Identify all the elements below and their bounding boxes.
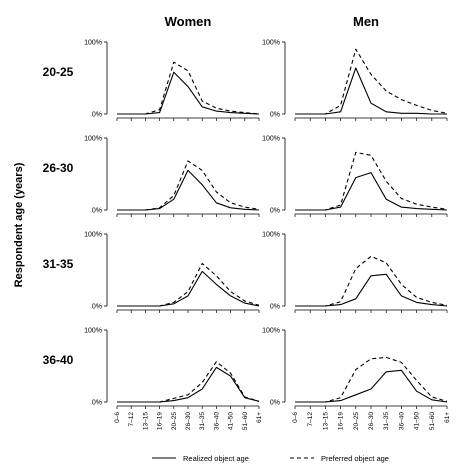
panel-men-31-35: 100% 0% <box>262 232 448 313</box>
panel-men-20-25: 100% 0% <box>262 40 448 121</box>
row-label-36-40: 36-40 <box>43 353 74 367</box>
y-tick-label: 100% <box>262 232 280 239</box>
panel-men-36-40: 100% 0% 0–6 7–12 13–15 16–19 20–25 26–30 31–35 36… <box>262 328 451 431</box>
preferred-age-line <box>117 61 260 115</box>
panel-women-20-25: 100% 0% 20-25 <box>43 40 260 121</box>
y-tick-label: 100% <box>262 136 280 143</box>
realized-age-line <box>117 71 260 115</box>
x-tick-label: 16–19 <box>157 412 164 430</box>
panels: 100% 0% 20-25 100% 0% 100% 0% 26-30 100% 0% 100% 0%… <box>43 40 451 431</box>
preferred-age-line <box>295 151 448 211</box>
column-title-men: Men <box>353 14 379 29</box>
y-tick-label: 100% <box>262 40 280 47</box>
y-tick-label: 0% <box>270 112 280 119</box>
x-tick-label: 41–50 <box>228 412 235 430</box>
realized-age-line <box>117 270 260 307</box>
x-tick-label: 31–35 <box>383 412 390 430</box>
panel-women-36-40: 100% 0% 0–6 7–12 13–15 16–19 20–25 26–30 31–35 36… <box>43 328 263 431</box>
y-tick-label: 100% <box>84 328 102 335</box>
x-tick-label: 51–60 <box>242 412 249 430</box>
x-tick-label: 31–35 <box>199 412 206 430</box>
y-tick-label: 0% <box>92 304 102 311</box>
x-tick-label: 20–25 <box>353 412 360 430</box>
row-label-31-35: 31-35 <box>43 257 74 271</box>
row-label-20-25: 20-25 <box>43 65 74 79</box>
preferred-age-line <box>117 361 260 403</box>
x-tick-label: 61+ <box>444 412 451 423</box>
realized-age-line <box>117 169 260 211</box>
legend-label-realized: Realized object age <box>183 454 249 463</box>
y-axis-title: Respondent age (years) <box>13 162 25 287</box>
y-tick-label: 100% <box>84 136 102 143</box>
realized-age-line <box>295 273 448 307</box>
y-tick-label: 0% <box>92 112 102 119</box>
x-tick-label: 0–6 <box>114 412 121 423</box>
x-tick-label: 13–15 <box>322 412 329 430</box>
y-tick-label: 100% <box>84 40 102 47</box>
y-tick-label: 0% <box>92 400 102 407</box>
legend: Realized object age Preferred object age <box>152 454 389 463</box>
x-tick-label: 36–40 <box>213 412 220 430</box>
panel-men-26-30: 100% 0% <box>262 136 448 217</box>
x-tick-label: 7–12 <box>128 412 135 427</box>
x-tick-label: 26–30 <box>368 412 375 430</box>
realized-age-line <box>295 172 448 211</box>
preferred-age-line <box>117 262 260 307</box>
y-tick-label: 0% <box>270 208 280 215</box>
x-tick-label: 26–30 <box>185 412 192 430</box>
y-tick-label: 100% <box>84 232 102 239</box>
realized-age-line <box>295 369 448 403</box>
preferred-age-line <box>295 255 448 307</box>
realized-age-line <box>295 67 447 115</box>
panel-women-26-30: 100% 0% 26-30 <box>43 136 260 217</box>
row-label-26-30: 26-30 <box>43 161 74 175</box>
preferred-age-line <box>295 48 448 115</box>
x-tick-label: 20–25 <box>171 412 178 430</box>
y-tick-label: 0% <box>270 304 280 311</box>
panel-women-31-35: 100% 0% 31-35 <box>43 232 260 313</box>
y-tick-label: 100% <box>262 328 280 335</box>
y-tick-label: 0% <box>92 208 102 215</box>
legend-label-preferred: Preferred object age <box>321 454 389 463</box>
x-tick-label: 41–50 <box>414 412 421 430</box>
x-tick-label: 0–6 <box>292 412 299 423</box>
x-tick-label: 61+ <box>256 412 263 423</box>
y-tick-label: 0% <box>270 400 280 407</box>
column-title-women: Women <box>165 14 212 29</box>
x-tick-label: 16–19 <box>338 412 345 430</box>
preferred-age-line <box>117 160 260 211</box>
x-tick-label: 13–15 <box>142 412 149 430</box>
x-tick-label: 51–60 <box>429 412 436 430</box>
x-tick-label: 7–12 <box>307 412 314 427</box>
x-tick-label: 36–40 <box>398 412 405 430</box>
